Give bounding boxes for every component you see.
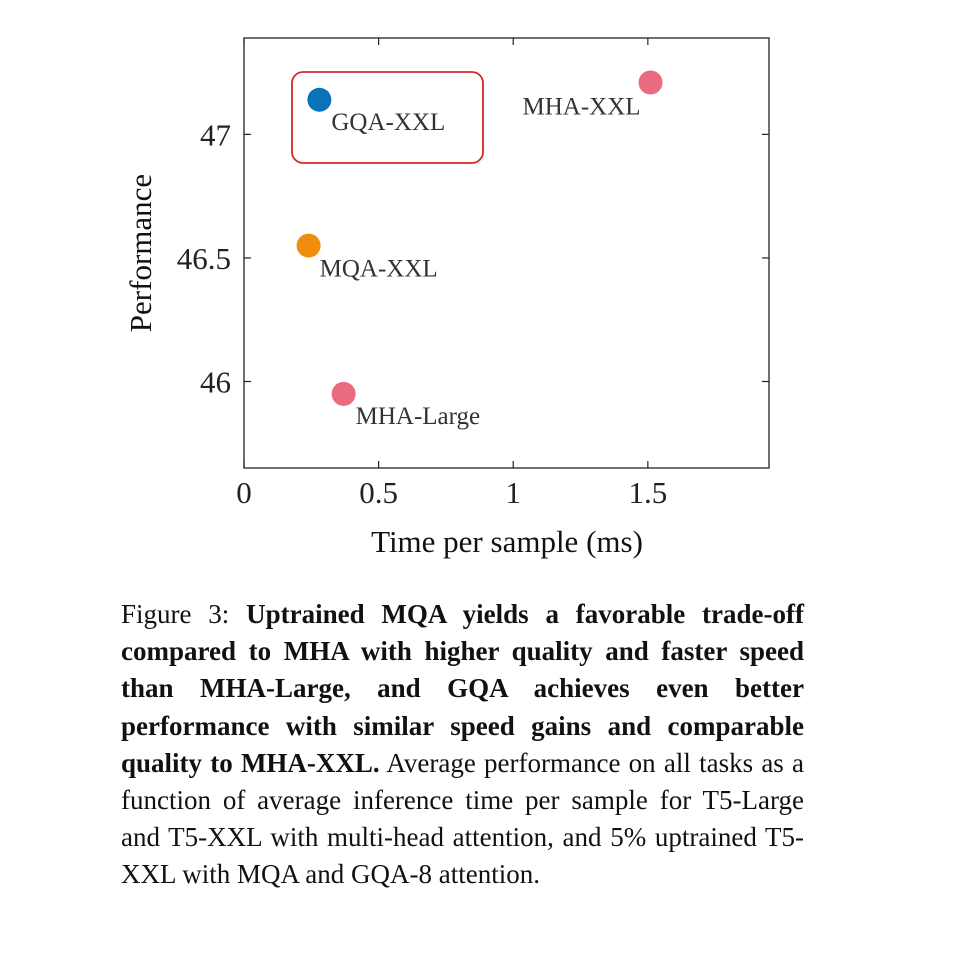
x-tick-label: 1.5	[628, 475, 667, 510]
point-label-gqa-xxl: GQA-XXL	[331, 109, 445, 136]
y-axis-title: Performance	[123, 174, 158, 332]
point-label-mqa-xxl: MQA-XXL	[320, 256, 438, 283]
point-label-mha-large: MHA-Large	[356, 403, 481, 430]
y-tick-label: 46.5	[177, 241, 231, 276]
figure-caption: Figure 3: Uptrained MQA yields a favorab…	[121, 596, 804, 894]
plot-frame	[243, 37, 770, 469]
scatter-figure: 0 0.5 1 1.5 46 46.5 47 MHA-XXL GQA-XXL MQA-XXL MH…	[123, 37, 770, 559]
caption-prefix: Figure 3:	[121, 599, 247, 629]
point-gqa-xxl	[307, 87, 332, 112]
y-tick-label: 46	[200, 365, 231, 400]
x-tick-label: 0.5	[359, 475, 398, 510]
caption-bold-text: Uptrained MQA yields a favorable trade-o…	[121, 599, 805, 778]
scatter-chart: 0 0.5 1 1.5 46 46.5 47 MHA-XXL GQA-XXL MQA-XXL MH…	[123, 37, 770, 559]
point-mha-xxl	[638, 70, 663, 95]
x-tick-label: 0	[236, 475, 252, 510]
point-label-mha-xxl: MHA-XXL	[522, 93, 640, 120]
highlight-box-gqa-xxl	[291, 71, 484, 164]
point-mqa-xxl	[296, 233, 321, 258]
point-mha-large	[331, 381, 356, 406]
y-tick-label: 47	[200, 117, 231, 152]
x-axis-title: Time per sample (ms)	[371, 524, 643, 559]
caption-body-text: Average performance on all tasks as a fu…	[121, 747, 805, 890]
x-tick-label: 1	[505, 475, 521, 510]
